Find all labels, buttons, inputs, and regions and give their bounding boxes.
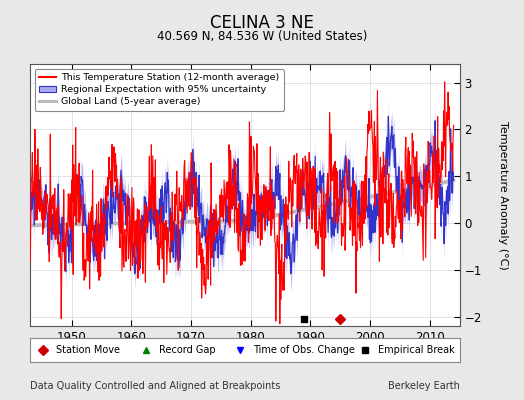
Y-axis label: Temperature Anomaly (°C): Temperature Anomaly (°C) xyxy=(498,121,508,269)
Text: Station Move: Station Move xyxy=(56,345,119,355)
Text: Time of Obs. Change: Time of Obs. Change xyxy=(253,345,355,355)
Text: 40.569 N, 84.536 W (United States): 40.569 N, 84.536 W (United States) xyxy=(157,30,367,43)
Text: CELINA 3 NE: CELINA 3 NE xyxy=(210,14,314,32)
Legend: This Temperature Station (12-month average), Regional Expectation with 95% uncer: This Temperature Station (12-month avera… xyxy=(35,69,284,111)
Text: Empirical Break: Empirical Break xyxy=(378,345,455,355)
Text: Record Gap: Record Gap xyxy=(159,345,215,355)
Text: Berkeley Earth: Berkeley Earth xyxy=(388,381,460,391)
Text: Data Quality Controlled and Aligned at Breakpoints: Data Quality Controlled and Aligned at B… xyxy=(30,381,280,391)
